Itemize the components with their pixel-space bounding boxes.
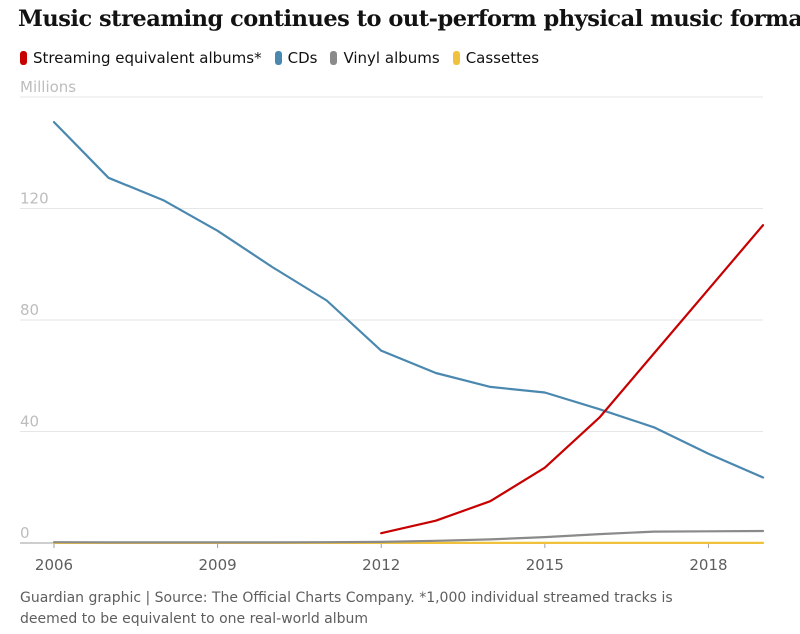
legend: Streaming equivalent albums* CDs Vinyl a… bbox=[20, 49, 552, 67]
source-note: Guardian graphic | Source: The Official … bbox=[20, 590, 673, 627]
legend-item-cassettes: Cassettes bbox=[452, 49, 540, 67]
legend-swatch-streaming bbox=[20, 51, 27, 65]
y-tick-label: 40 bbox=[20, 413, 39, 431]
y-axis-label: Millions bbox=[20, 78, 76, 96]
x-tick-label: 2009 bbox=[199, 556, 237, 574]
legend-item-streaming: Streaming equivalent albums* bbox=[20, 49, 262, 67]
legend-item-cds: CDs bbox=[274, 49, 318, 67]
legend-item-vinyl: Vinyl albums bbox=[330, 49, 440, 67]
legend-swatch-cassettes bbox=[452, 51, 460, 65]
legend-swatch-vinyl bbox=[330, 51, 338, 65]
y-tick-label: 120 bbox=[20, 190, 49, 208]
x-tick-label: 2018 bbox=[689, 556, 727, 574]
legend-label-cassettes: Cassettes bbox=[465, 49, 540, 67]
legend-swatch-cds bbox=[274, 51, 282, 65]
x-tick-label: 2015 bbox=[526, 556, 564, 574]
x-tick-label: 2006 bbox=[35, 556, 73, 574]
y-tick-label: 0 bbox=[20, 524, 30, 542]
y-tick-label: 80 bbox=[20, 301, 39, 319]
x-tick-label: 2012 bbox=[362, 556, 400, 574]
series-line-streaming bbox=[380, 224, 765, 535]
legend-label-vinyl: Vinyl albums bbox=[343, 49, 440, 67]
line-chart: 0 40 80 120 Millions 2006 2009 2012 2015 2018 bbox=[20, 78, 765, 574]
chart-title: Music streaming continues to out-perform… bbox=[18, 6, 800, 32]
series-line-vinyl bbox=[52, 529, 765, 544]
legend-label-streaming: Streaming equivalent albums* bbox=[33, 49, 262, 67]
series-line-cds bbox=[52, 121, 765, 479]
legend-label-cds: CDs bbox=[287, 49, 318, 67]
